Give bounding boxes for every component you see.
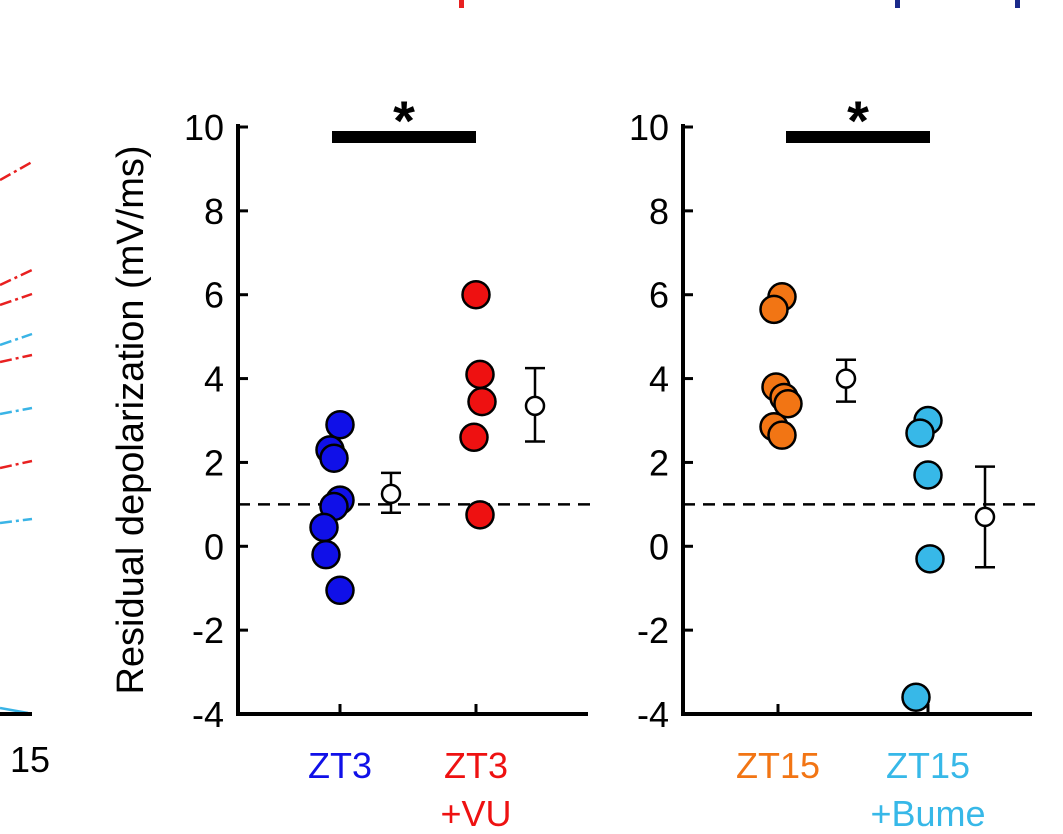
y-tick-label: -2 bbox=[192, 610, 224, 651]
y-tick-label: 2 bbox=[204, 442, 224, 483]
data-point bbox=[319, 443, 349, 473]
fragment-trace-blue-2 bbox=[0, 406, 33, 416]
fragment-trace-red-1 bbox=[0, 160, 33, 182]
fragment-trace-red-3 bbox=[0, 292, 33, 307]
mean-marker bbox=[974, 506, 996, 528]
y-tick-label: 10 bbox=[629, 107, 669, 148]
fragment-x-tick-label: 15 bbox=[10, 739, 50, 780]
fragment-trace-blue-3 bbox=[0, 517, 33, 525]
top-fragment-red bbox=[459, 0, 464, 8]
fragment-trace-blue-1 bbox=[0, 332, 33, 347]
data-point bbox=[915, 544, 945, 574]
data-point bbox=[465, 500, 495, 530]
data-point bbox=[459, 422, 489, 453]
y-tick-label: 8 bbox=[649, 191, 669, 232]
y-tick-label: -2 bbox=[637, 610, 669, 651]
data-point bbox=[465, 359, 495, 390]
data-point bbox=[309, 512, 339, 543]
data-point bbox=[913, 460, 943, 490]
top-fragment-navy-2 bbox=[1015, 0, 1020, 8]
mean-marker bbox=[835, 368, 857, 389]
data-point bbox=[901, 682, 931, 712]
y-tick-label: 8 bbox=[204, 191, 224, 232]
y-tick-label: -4 bbox=[637, 694, 669, 735]
top-fragment-navy bbox=[895, 0, 900, 8]
y-tick-label: -4 bbox=[192, 694, 224, 735]
y-axis-label: Residual depolarization (mV/ms) bbox=[110, 145, 152, 694]
category-label-zt15-bume-line1: ZT15 bbox=[886, 745, 970, 786]
y-tick-label: 6 bbox=[204, 275, 224, 316]
significance-star: * bbox=[393, 89, 415, 152]
category-label-zt3-line1: ZT3 bbox=[308, 745, 372, 786]
y-tick-label: 2 bbox=[649, 442, 669, 483]
data-point bbox=[905, 418, 935, 448]
significance-star: * bbox=[847, 89, 869, 152]
data-point bbox=[759, 294, 789, 325]
panel-zt15: 10 8 6 4 2 0 -2 -4 * ZT15 ZT15 +Bume bbox=[629, 89, 1035, 834]
mean-marker bbox=[524, 395, 546, 417]
data-point bbox=[767, 420, 797, 450]
data-point bbox=[467, 386, 497, 417]
data-point bbox=[461, 279, 491, 310]
data-point bbox=[325, 575, 355, 606]
data-point bbox=[311, 539, 341, 570]
y-tick-label: 10 bbox=[184, 107, 224, 148]
y-tick-label: 6 bbox=[649, 275, 669, 316]
data-point bbox=[773, 388, 803, 419]
mean-marker bbox=[380, 483, 402, 505]
y-tick-label: 4 bbox=[649, 359, 669, 400]
category-label-zt15-bume-line2: +Bume bbox=[870, 793, 985, 834]
data-point bbox=[325, 409, 355, 440]
left-panel-fragment: 15 bbox=[0, 160, 50, 780]
y-tick-label: 4 bbox=[204, 359, 224, 400]
category-label-zt3-vu-line2: +VU bbox=[440, 793, 511, 834]
y-tick-label: 0 bbox=[204, 526, 224, 567]
fragment-trace-red-5 bbox=[0, 459, 33, 470]
category-label-zt3-vu-line1: ZT3 bbox=[444, 745, 508, 786]
category-label-zt15-line1: ZT15 bbox=[736, 745, 820, 786]
y-tick-label: 0 bbox=[649, 526, 669, 567]
fragment-trace-red-4 bbox=[0, 353, 33, 364]
fragment-trace-red-2 bbox=[0, 268, 33, 287]
panel-zt3: 10 8 6 4 2 0 -2 -4 * ZT3 ZT3 +VU bbox=[184, 89, 590, 834]
